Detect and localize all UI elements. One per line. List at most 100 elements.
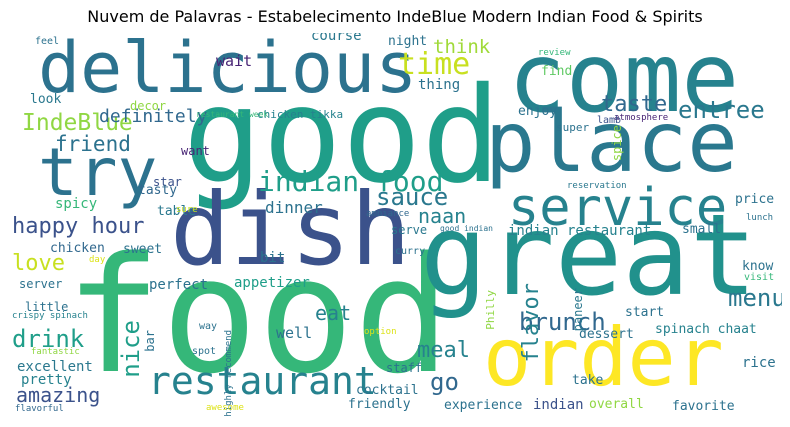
word-well: well — [276, 324, 313, 342]
word-wait: wait — [216, 52, 253, 70]
word-indeblue: IndeBlue — [22, 110, 133, 136]
word-good: good — [183, 59, 501, 213]
word-decor: decor — [130, 99, 167, 113]
word-dinner: dinner — [265, 198, 323, 217]
word-chicken-tikka: chicken tikka — [257, 108, 344, 121]
word-experience: experience — [444, 398, 523, 413]
word-reservation: reservation — [567, 181, 627, 191]
word-spicy: spicy — [55, 196, 98, 212]
word-star: star — [153, 175, 182, 189]
word-awesome: awesome — [206, 403, 244, 413]
word-drink: drink — [12, 325, 85, 353]
word-nice: nice — [117, 320, 145, 378]
word-time: time — [398, 47, 471, 82]
word-eat: eat — [315, 301, 352, 325]
word-favorite: favorite — [672, 399, 735, 414]
word-pretty: pretty — [21, 372, 72, 388]
word-perfect: perfect — [149, 277, 209, 293]
word-definitely: definitely — [99, 106, 208, 127]
word-restaurant-week: restaurant week — [196, 110, 269, 119]
word-know: know — [742, 259, 774, 274]
word-serve: serve — [391, 223, 428, 237]
word-spice: spice — [610, 125, 624, 162]
word-food: food — [65, 222, 451, 409]
word-philly: Philly — [484, 290, 497, 330]
word-lunch: lunch — [746, 213, 774, 223]
word-excellent: excellent — [17, 359, 93, 375]
word-come: come — [508, 33, 740, 134]
word-option: option — [364, 327, 397, 337]
word-entree: entree — [678, 96, 765, 124]
word-great: great — [420, 191, 758, 321]
word-friendly: friendly — [348, 397, 411, 412]
word-look: look — [30, 92, 62, 107]
word-good-indian: good indian — [440, 224, 493, 233]
word-little: little — [25, 300, 69, 314]
word-love: love — [12, 251, 65, 276]
word-indian: indian — [533, 397, 584, 413]
word-super: super — [556, 121, 590, 134]
word-restaurant: restaurant — [148, 359, 377, 403]
word-flavor: flavor — [519, 283, 544, 363]
word-friend: friend — [55, 132, 131, 156]
word-bit: bit — [260, 250, 286, 266]
word-amazing: amazing — [16, 383, 101, 407]
word-happy-hour: happy hour — [12, 214, 145, 239]
word-lamb: lamb — [597, 115, 622, 126]
word-rice: rice — [742, 355, 776, 371]
word-small: small — [682, 222, 722, 237]
word-go: go — [430, 368, 459, 396]
word-thing: thing — [418, 77, 461, 93]
word-sauce: sauce — [376, 183, 449, 211]
word-start: start — [625, 305, 665, 320]
word-meal: meal — [417, 338, 470, 363]
word-price: price — [735, 192, 775, 207]
word-tasty: tasty — [138, 183, 178, 198]
word-want: want — [181, 144, 210, 158]
word-order: order — [483, 311, 724, 404]
word-atmosphere: atmosphere — [614, 113, 669, 123]
word-table: table — [157, 204, 197, 219]
word-chicken: chicken — [50, 241, 105, 256]
word-course: course — [311, 33, 362, 44]
chart-title: Nuvem de Palavras - Estabelecimento Inde… — [87, 7, 703, 26]
word-night: night — [388, 34, 428, 49]
word-service: service — [508, 178, 728, 238]
word-spinach-chaat: spinach chaat — [655, 322, 757, 337]
word-way: way — [199, 321, 218, 332]
word-place: place — [485, 93, 738, 191]
word-indian-restaurant: indian restaurant — [508, 223, 652, 239]
word-feel: feel — [35, 36, 60, 47]
word-ambiance: ambiance — [366, 209, 410, 219]
word-enjoy: enjoy — [518, 104, 558, 119]
word-find: find — [541, 64, 573, 79]
word-dish: dish — [170, 171, 411, 288]
word-sure: sure — [176, 205, 198, 215]
word-menu: menu — [728, 284, 782, 312]
word-think: think — [433, 36, 491, 58]
word-appetizer: appetizer — [234, 275, 310, 291]
word-visit: visit — [744, 272, 775, 283]
word-naan: naan — [418, 204, 467, 228]
word-sweet: sweet — [123, 242, 163, 257]
word-paneer: paneer — [571, 288, 585, 332]
word-spot: spot — [192, 346, 217, 357]
word-crispy-spinach: crispy spinach — [12, 311, 88, 321]
word-dessert: dessert — [579, 327, 634, 342]
word-take: take — [572, 373, 604, 388]
word-try: try — [38, 134, 158, 211]
word-brunch: brunch — [519, 308, 606, 336]
word-staff: staff — [386, 361, 423, 375]
word-curry: curry — [395, 246, 426, 257]
word-cocktail: cocktail — [356, 383, 419, 398]
word-delicious: delicious — [38, 33, 418, 109]
word-taste: taste — [601, 92, 668, 117]
word-bar: bar — [143, 330, 157, 352]
word-indian-food: indian food — [258, 165, 444, 198]
word-fantastic: fantastic — [31, 347, 80, 357]
word-cloud: good food come place great dish delicious order… — [8, 33, 782, 421]
word-server: server — [19, 277, 63, 291]
word-flavorful: flavorful — [15, 404, 64, 414]
word-overall: overall — [589, 397, 644, 412]
word-review: review — [538, 48, 571, 58]
